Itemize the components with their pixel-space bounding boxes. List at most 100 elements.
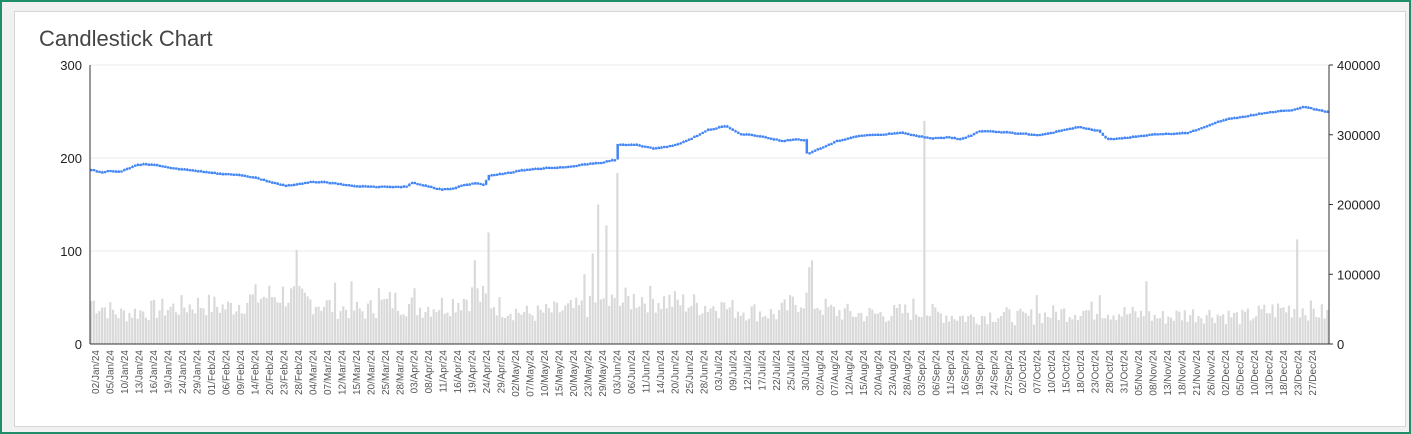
candle-body (166, 166, 170, 169)
candle-body (613, 159, 617, 162)
volume-bar (185, 312, 189, 344)
volume-bar (701, 313, 704, 344)
candle-body (191, 169, 195, 172)
volume-bar (651, 298, 655, 344)
candle-body (687, 138, 691, 141)
volume-bar (320, 310, 323, 344)
candle-body (726, 125, 729, 128)
candle-body (1304, 106, 1307, 109)
volume-bar (443, 313, 446, 344)
volume-bar (994, 321, 997, 344)
x-tick-label: 18/Dec/24 (1279, 350, 1290, 396)
candle-body (599, 161, 603, 165)
candle-body (583, 163, 587, 166)
x-tick-label: 22/Jul/24 (772, 350, 783, 391)
candle-body (874, 133, 877, 136)
volume-bar (1153, 314, 1156, 344)
volume-bar (720, 302, 723, 344)
candle-body (320, 181, 323, 184)
candle-body (819, 147, 822, 150)
volume-bar (1112, 315, 1115, 344)
candle-body (402, 185, 406, 188)
candle-body (830, 143, 833, 146)
candle-body (375, 186, 378, 189)
candle-body (1011, 131, 1014, 134)
volume-bar (161, 298, 164, 344)
candle-body (350, 184, 354, 187)
volume-bar (1233, 313, 1236, 344)
candle-body (298, 182, 301, 186)
volume-bar (1060, 309, 1063, 344)
volume-bar (336, 318, 339, 344)
volume-bar (613, 297, 616, 344)
candle-body (408, 183, 411, 187)
volume-bar (432, 309, 435, 344)
grid-layer (90, 64, 1329, 252)
volume-bar (1139, 310, 1142, 344)
volume-bar (577, 305, 581, 344)
candle-body (1101, 132, 1105, 136)
volume-bar (619, 305, 622, 344)
volume-bar (1296, 239, 1299, 345)
candle-body (210, 171, 214, 175)
candle-body (569, 165, 573, 168)
candle-body (945, 136, 948, 139)
x-tick-label: 23/Feb/24 (279, 350, 290, 395)
chart-card: Candlestick Chart 0 100 200 300 0 100000 20000… (14, 11, 1406, 427)
candle-body (473, 182, 477, 185)
candle-body (197, 170, 200, 173)
candle-body (257, 177, 260, 180)
candle-body (366, 185, 370, 188)
volume-bar (147, 320, 150, 344)
volume-bar (599, 299, 602, 344)
candle-body (180, 168, 184, 171)
candle-body (964, 136, 968, 139)
candle-body (728, 127, 732, 130)
volume-bar (383, 298, 386, 344)
volume-bar (783, 299, 786, 344)
volume-bar (558, 312, 561, 344)
volume-bar (166, 310, 169, 344)
volume-bar (797, 312, 800, 344)
volume-bar (857, 313, 860, 344)
volume-bar (827, 306, 830, 344)
x-tick-label: 13/Nov/24 (1163, 350, 1174, 396)
volume-bar (1011, 322, 1014, 344)
candle-body (1167, 132, 1170, 136)
candle-body (797, 138, 800, 141)
volume-bar (1106, 314, 1110, 344)
volume-bar (986, 324, 989, 344)
volume-bar (391, 308, 394, 344)
x-tick-label: 19/Jan/24 (163, 350, 174, 394)
candle-body (915, 134, 918, 138)
volume-bar (939, 313, 942, 344)
candle-body (775, 138, 778, 141)
candle-body (103, 171, 107, 174)
volume-bar (956, 320, 959, 344)
volume-bar (709, 308, 712, 344)
volume-bar (1208, 309, 1211, 344)
x-tick-label: 29/May/24 (598, 350, 609, 397)
volume-bar (909, 319, 912, 344)
candle-body (1030, 133, 1033, 136)
volume-bar (542, 312, 545, 344)
x-tick-label: 09/Jul/24 (728, 350, 739, 391)
candle-body (879, 133, 883, 136)
volume-bar (120, 308, 123, 344)
candle-body (227, 173, 230, 176)
candle-body (654, 147, 658, 150)
candle-body (1093, 129, 1096, 132)
candle-body (501, 173, 504, 176)
candle-body (638, 144, 641, 147)
candle-body (857, 135, 861, 138)
volume-bar (1194, 322, 1197, 344)
volume-bar (969, 314, 973, 344)
volume-bar (1213, 323, 1217, 344)
volume-bar (1211, 317, 1214, 344)
volume-bar (413, 288, 416, 344)
volume-bar (808, 267, 811, 344)
volume-bar (1282, 307, 1285, 344)
volume-bar (572, 307, 575, 344)
candle-body (1005, 131, 1009, 134)
volume-bar (1032, 324, 1036, 344)
